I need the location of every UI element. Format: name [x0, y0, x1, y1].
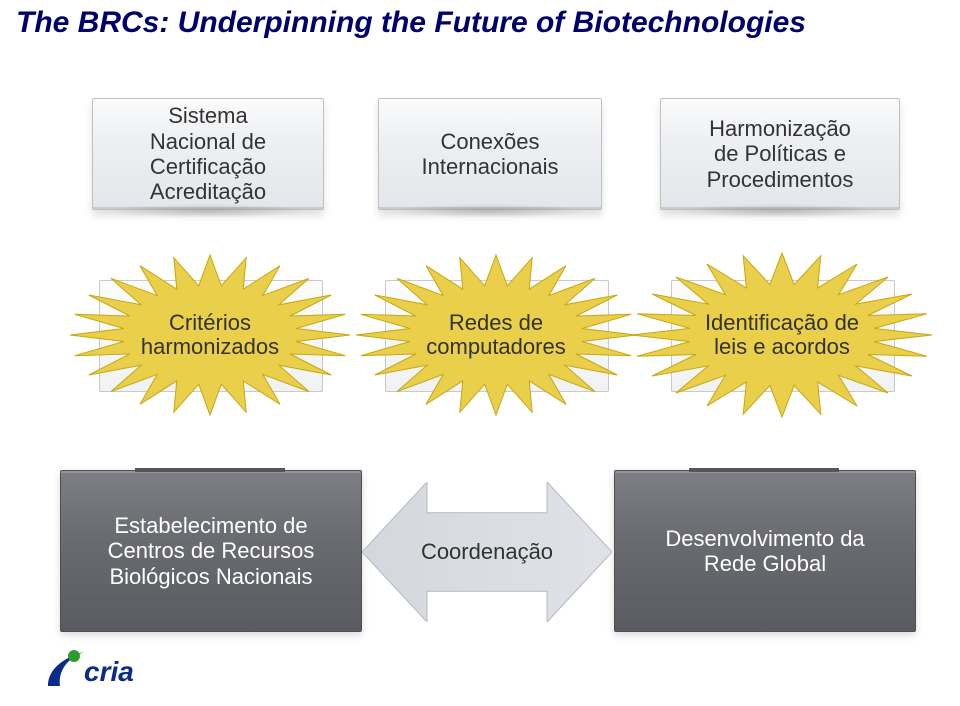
coordination-arrow: Coordenação	[362, 482, 612, 622]
panel-cert: SistemaNacional deCertificaçãoAcreditaçã…	[92, 98, 322, 208]
panel-harm: Harmonizaçãode Políticas eProcedimentos	[660, 98, 898, 208]
burst-criteria: Critériosharmonizados	[65, 250, 355, 420]
panel-harm-box: Harmonizaçãode Políticas eProcedimentos	[660, 98, 900, 210]
coordination-arrow-label: Coordenação	[362, 482, 612, 622]
panel-harm-text: Harmonizaçãode Políticas eProcedimentos	[707, 116, 854, 192]
page-title: The BRCs: Underpinning the Future of Bio…	[16, 6, 806, 40]
burst-ident: Identificação deleis e acordos	[627, 248, 937, 422]
cria-logo-text: cria	[84, 656, 134, 688]
panel-conn-text: ConexõesInternacionais	[422, 129, 559, 180]
burst-networks-text: Redes decomputadores	[406, 305, 586, 365]
panel-cert-text: SistemaNacional deCertificaçãoAcreditaçã…	[150, 103, 266, 204]
panel-conn: ConexõesInternacionais	[378, 98, 600, 208]
darkpanel-global-topbar	[689, 468, 839, 472]
darkpanel-establish-text: Estabelecimento deCentros de RecursosBio…	[108, 513, 315, 589]
panel-cert-box: SistemaNacional deCertificaçãoAcreditaçã…	[92, 98, 324, 210]
darkpanel-establish-topbar	[135, 468, 285, 472]
burst-ident-text: Identificação deleis e acordos	[677, 305, 887, 365]
darkpanel-establish: Estabelecimento deCentros de RecursosBio…	[60, 470, 362, 632]
darkpanel-global-text: Desenvolvimento daRede Global	[665, 526, 864, 577]
cria-logo: cria	[44, 646, 176, 692]
panel-conn-box: ConexõesInternacionais	[378, 98, 602, 210]
darkpanel-global: Desenvolvimento daRede Global	[614, 470, 916, 632]
burst-networks: Redes decomputadores	[351, 250, 641, 420]
burst-criteria-text: Critériosharmonizados	[120, 305, 300, 365]
